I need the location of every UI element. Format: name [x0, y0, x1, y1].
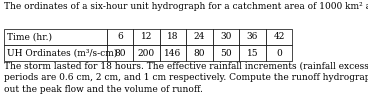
Text: 50: 50: [220, 49, 232, 58]
FancyBboxPatch shape: [186, 29, 213, 45]
Text: 42: 42: [273, 32, 284, 41]
FancyBboxPatch shape: [107, 29, 133, 45]
FancyBboxPatch shape: [239, 45, 266, 61]
Text: 0: 0: [276, 49, 282, 58]
Text: 12: 12: [141, 32, 152, 41]
FancyBboxPatch shape: [133, 29, 160, 45]
Text: 80: 80: [114, 49, 126, 58]
Text: The storm lasted for 18 hours. The effective rainfall increments (rainfall exces: The storm lasted for 18 hours. The effec…: [4, 61, 368, 94]
FancyBboxPatch shape: [4, 45, 107, 61]
FancyBboxPatch shape: [266, 45, 292, 61]
FancyBboxPatch shape: [160, 29, 186, 45]
FancyBboxPatch shape: [213, 45, 239, 61]
Text: 36: 36: [247, 32, 258, 41]
Text: 18: 18: [167, 32, 179, 41]
Text: UH Ordinates (m³/s-cm): UH Ordinates (m³/s-cm): [7, 49, 117, 58]
Text: The ordinates of a six-hour unit hydrograph for a catchment area of 1000 km² are: The ordinates of a six-hour unit hydrogr…: [4, 2, 368, 11]
FancyBboxPatch shape: [107, 45, 133, 61]
Text: 146: 146: [164, 49, 181, 58]
Text: 80: 80: [194, 49, 205, 58]
Text: 6: 6: [117, 32, 123, 41]
Text: 30: 30: [220, 32, 231, 41]
FancyBboxPatch shape: [266, 29, 292, 45]
FancyBboxPatch shape: [239, 29, 266, 45]
FancyBboxPatch shape: [213, 29, 239, 45]
Text: 24: 24: [194, 32, 205, 41]
FancyBboxPatch shape: [160, 45, 186, 61]
Text: 15: 15: [247, 49, 258, 58]
FancyBboxPatch shape: [4, 29, 107, 45]
FancyBboxPatch shape: [186, 45, 213, 61]
Text: 200: 200: [138, 49, 155, 58]
Text: Time (hr.): Time (hr.): [7, 32, 52, 41]
FancyBboxPatch shape: [133, 45, 160, 61]
